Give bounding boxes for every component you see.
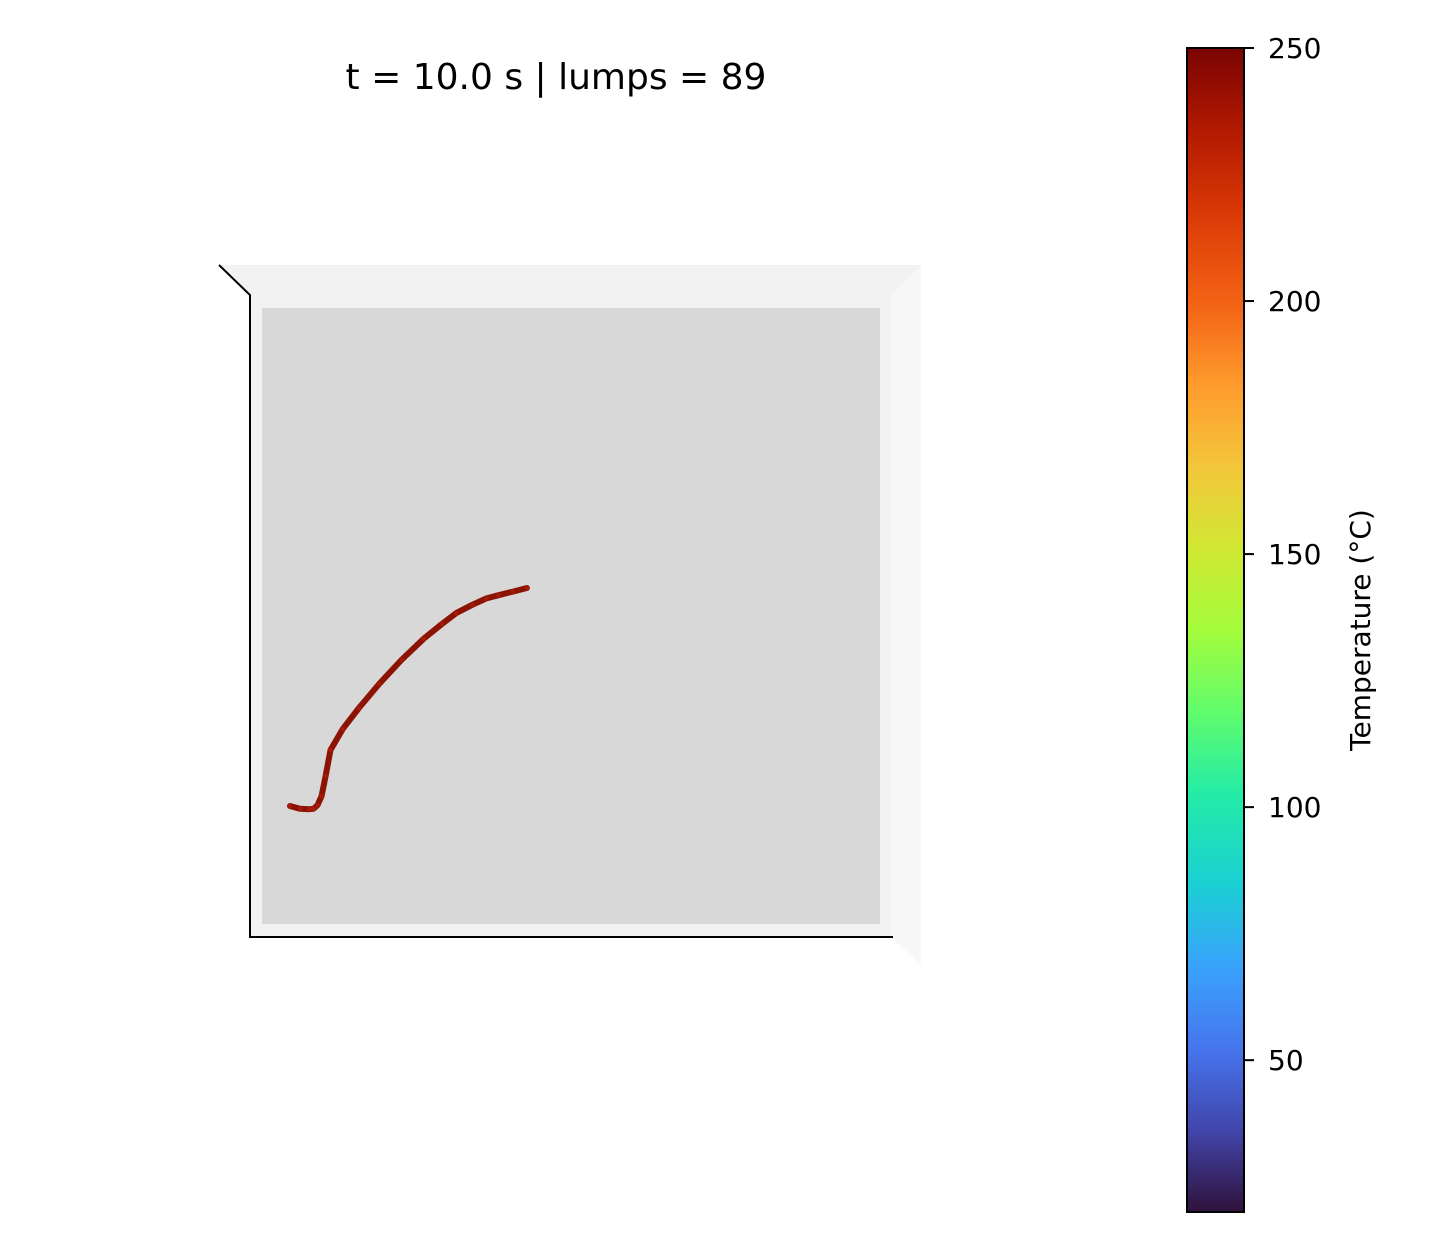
colorbar: 50 100 150 200 250 Temperature (°C) (1186, 32, 1377, 1213)
colorbar-tick-label: 50 (1268, 1044, 1304, 1077)
lump-point (439, 621, 445, 627)
lump-point (356, 705, 362, 711)
colorbar-gradient (1186, 47, 1245, 1213)
colorbar-tick-label: 150 (1268, 538, 1321, 571)
top-wall (219, 265, 921, 295)
lump-point (399, 657, 404, 663)
lump-point (340, 727, 345, 732)
lump-point (524, 585, 530, 591)
lump-point (376, 681, 382, 687)
lump-point (470, 602, 475, 607)
back-pane (262, 308, 880, 924)
lump-point (328, 747, 333, 753)
axes-3d (218, 264, 921, 965)
lump-point (484, 596, 489, 601)
colorbar-tick-label: 250 (1268, 32, 1321, 65)
lump-point (287, 803, 293, 809)
lump-point (319, 793, 324, 799)
right-wall (891, 265, 921, 965)
lump-point (510, 589, 515, 594)
lump-point (297, 806, 303, 811)
colorbar-ticks: 50 100 150 200 250 (1244, 32, 1321, 1077)
colorbar-label: Temperature (°C) (1344, 509, 1377, 752)
lump-point (311, 806, 316, 811)
lump-point (307, 807, 312, 812)
lump-point (323, 773, 328, 779)
lump-point (421, 636, 426, 641)
axis-spine (218, 264, 893, 938)
chart-title: t = 10.0 s | lumps = 89 (346, 57, 767, 98)
lump-point (315, 803, 320, 808)
plot-layer (287, 585, 530, 813)
lump-point (496, 593, 501, 598)
colorbar-tick-label: 100 (1268, 791, 1321, 824)
colorbar-tick-label: 200 (1268, 285, 1321, 318)
lump-point (453, 611, 459, 616)
